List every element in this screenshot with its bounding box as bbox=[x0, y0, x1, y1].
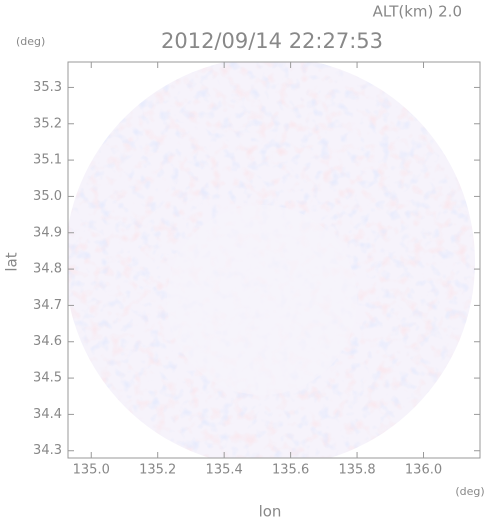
x-axis-label: lon bbox=[259, 503, 282, 521]
x-tick-label: 135.8 bbox=[338, 463, 375, 478]
y-tick-label: 34.7 bbox=[33, 298, 62, 313]
y-tick-label: 34.9 bbox=[33, 225, 62, 240]
x-tick-label: 135.4 bbox=[206, 463, 243, 478]
y-axis-label: lat bbox=[3, 252, 21, 271]
y-tick-label: 35.3 bbox=[33, 80, 62, 95]
y-tick-label: 35.1 bbox=[33, 153, 62, 168]
y-tick-label: 34.6 bbox=[33, 334, 62, 349]
y-tick-label: 34.8 bbox=[33, 262, 62, 277]
calm-center bbox=[167, 205, 357, 395]
chart-title: 2012/09/14 22:27:53 bbox=[161, 29, 383, 53]
y-tick-label: 34.3 bbox=[33, 443, 62, 458]
y-tick-label: 34.5 bbox=[33, 371, 62, 386]
x-tick-label: 135.0 bbox=[73, 463, 110, 478]
y-tick-label: 35.0 bbox=[33, 189, 62, 204]
x-unit: (deg) bbox=[455, 485, 484, 498]
radar-field bbox=[68, 62, 475, 458]
altitude-label: ALT(km) 2.0 bbox=[373, 3, 462, 21]
y-unit: (deg) bbox=[16, 35, 45, 48]
x-tick-label: 135.2 bbox=[139, 463, 176, 478]
plot-frame bbox=[67, 61, 481, 459]
y-tick-label: 34.4 bbox=[33, 407, 62, 422]
x-tick-label: 135.6 bbox=[272, 463, 309, 478]
y-tick-label: 35.2 bbox=[33, 116, 62, 131]
x-tick-label: 136.0 bbox=[405, 463, 442, 478]
